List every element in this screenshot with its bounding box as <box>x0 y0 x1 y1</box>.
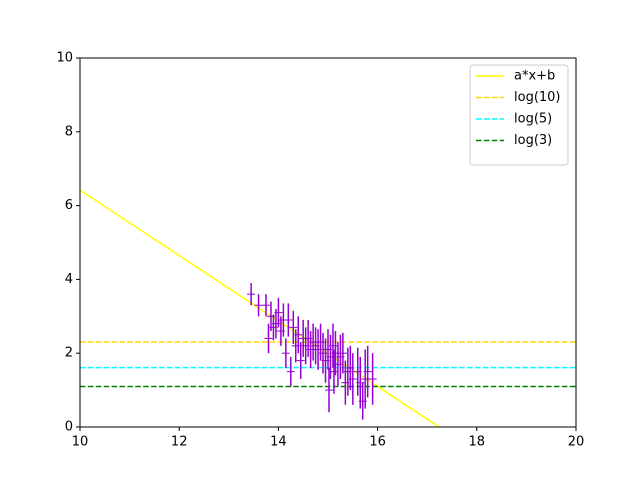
x-tick-label: 16 <box>369 435 386 450</box>
axes: 10 12 14 16 18 20 0 2 4 6 8 10 <box>56 51 584 450</box>
y-tick-label: 4 <box>65 272 73 287</box>
legend-label: log(3) <box>514 133 552 148</box>
x-tick-label: 14 <box>270 435 287 450</box>
line-series <box>80 189 440 427</box>
y-tick-label: 6 <box>65 198 73 213</box>
legend-label: log(10) <box>514 90 561 105</box>
plot-area <box>80 189 576 427</box>
x-tick-label: 20 <box>568 435 585 450</box>
legend-label: log(5) <box>514 112 552 127</box>
y-tick-label: 10 <box>56 51 73 66</box>
legend: a*x+b log(10) log(5) log(3) <box>469 64 569 166</box>
x-tick-label: 10 <box>72 435 89 450</box>
y-tick-label: 2 <box>65 346 73 361</box>
x-tick-label: 18 <box>469 435 486 450</box>
y-tick-label: 0 <box>65 420 73 435</box>
x-tick-label: 12 <box>171 435 188 450</box>
y-tick-label: 8 <box>65 124 73 139</box>
axes-frame <box>79 57 577 428</box>
legend-label: a*x+b <box>514 69 555 84</box>
